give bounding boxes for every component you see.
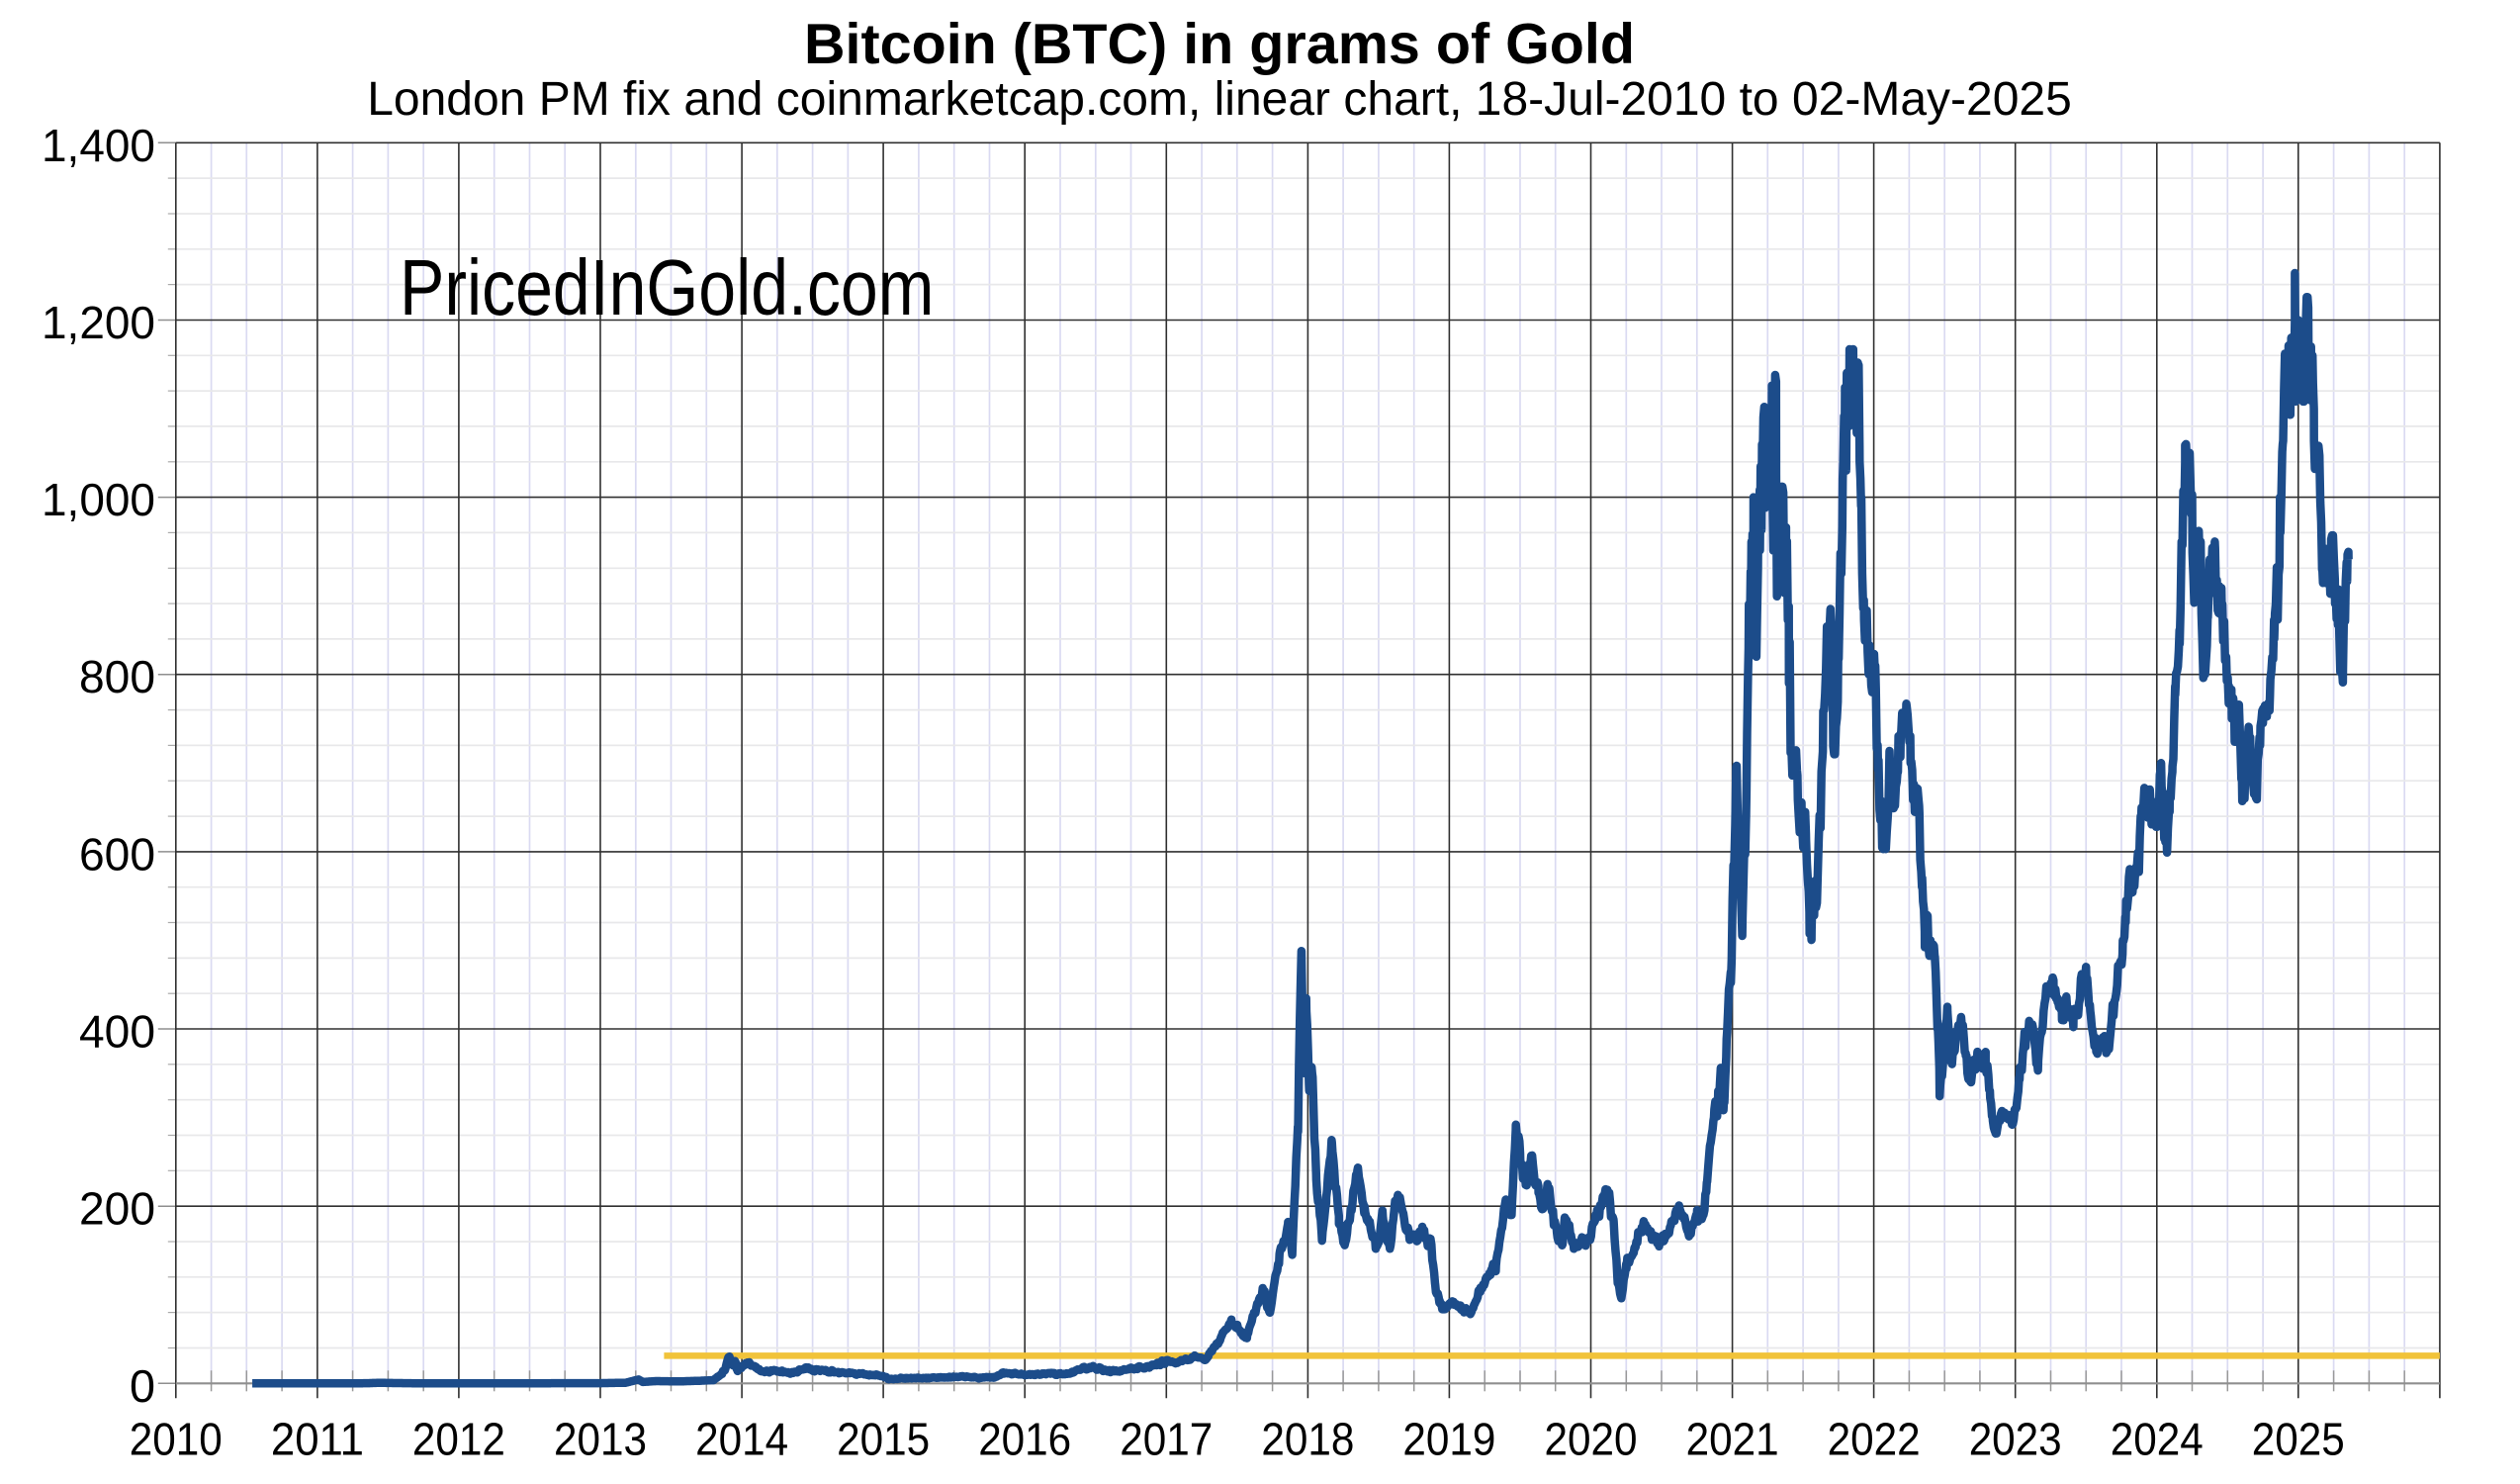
svg-text:2021: 2021 xyxy=(1686,1414,1779,1465)
svg-text:1,400: 1,400 xyxy=(42,120,155,171)
svg-text:2017: 2017 xyxy=(1120,1414,1213,1465)
svg-text:Bitcoin (BTC) in grams of Gold: Bitcoin (BTC) in grams of Gold xyxy=(804,13,1635,76)
svg-text:2011: 2011 xyxy=(271,1414,364,1465)
svg-text:2012: 2012 xyxy=(412,1414,505,1465)
svg-text:800: 800 xyxy=(79,651,155,702)
svg-text:2010: 2010 xyxy=(130,1414,223,1465)
svg-text:PricedInGold.com: PricedInGold.com xyxy=(400,243,934,332)
svg-text:2013: 2013 xyxy=(554,1414,647,1465)
svg-text:2019: 2019 xyxy=(1402,1414,1495,1465)
svg-text:2015: 2015 xyxy=(837,1414,930,1465)
svg-text:London PM fix and coinmarketca: London PM fix and coinmarketcap.com, lin… xyxy=(367,73,2072,126)
svg-text:0: 0 xyxy=(130,1360,155,1412)
svg-text:2022: 2022 xyxy=(1828,1414,1921,1465)
svg-text:2016: 2016 xyxy=(978,1414,1071,1465)
svg-text:2023: 2023 xyxy=(1969,1414,2062,1465)
svg-text:2024: 2024 xyxy=(2111,1414,2204,1465)
svg-text:1,000: 1,000 xyxy=(42,474,155,525)
svg-text:2018: 2018 xyxy=(1261,1414,1354,1465)
svg-text:1,200: 1,200 xyxy=(42,297,155,348)
svg-text:200: 200 xyxy=(79,1183,155,1235)
svg-text:600: 600 xyxy=(79,828,155,880)
svg-text:400: 400 xyxy=(79,1006,155,1058)
svg-text:2025: 2025 xyxy=(2252,1414,2345,1465)
svg-text:2014: 2014 xyxy=(695,1414,788,1465)
svg-text:2020: 2020 xyxy=(1545,1414,1638,1465)
